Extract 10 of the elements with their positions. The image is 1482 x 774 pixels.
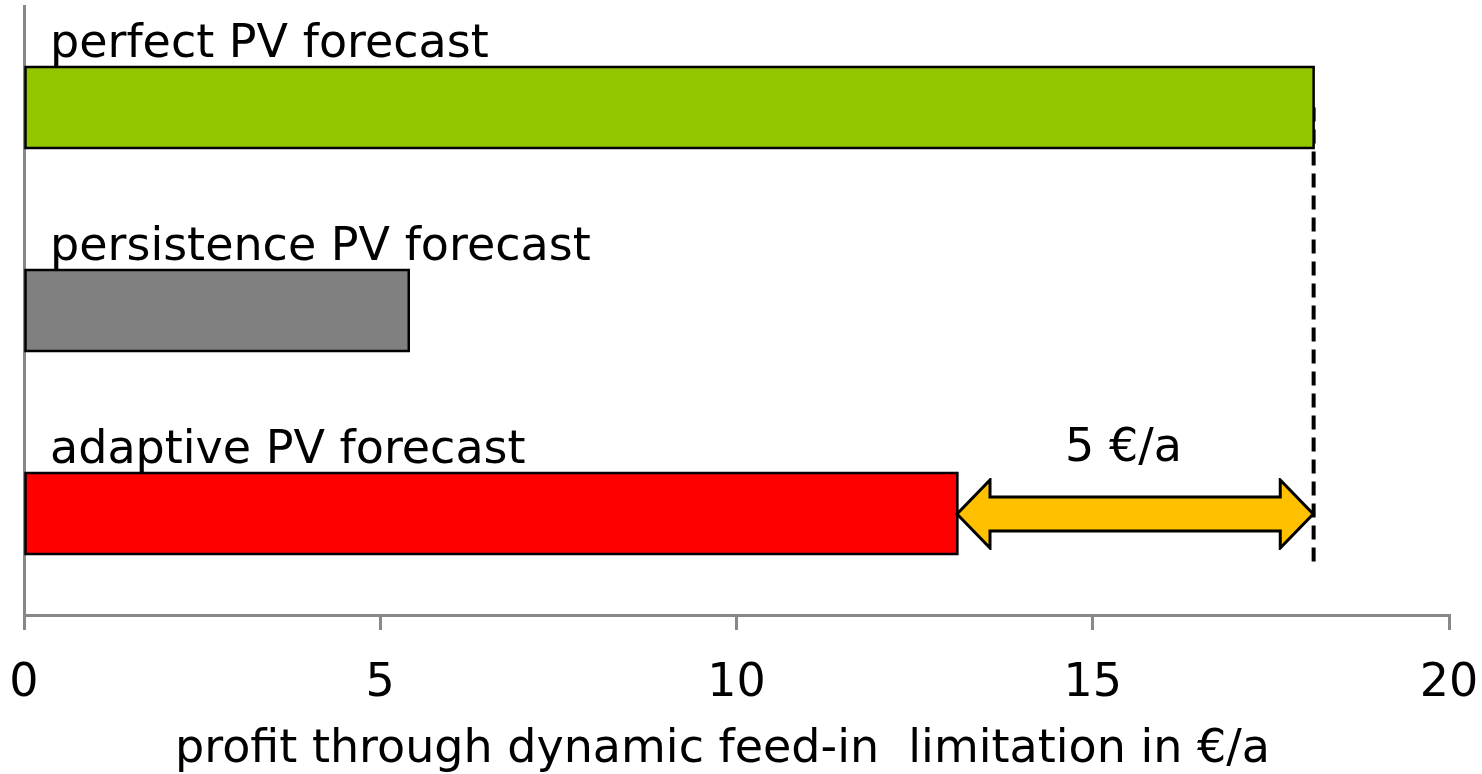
y-tick-label: persistence PV forecast [50,216,591,271]
x-tick-label: 5 [365,652,395,707]
x-tick-label: 0 [9,652,39,707]
y-tick-label: perfect PV forecast [50,13,489,68]
annotation: 5 €/a [1065,417,1182,472]
y-tick-label: adaptive PV forecast [50,419,526,474]
x-tick-label: 15 [1063,652,1123,707]
x-tick-label: 10 [707,652,766,707]
x-tick-label: 20 [1419,652,1479,707]
x-axis-title: profit through dynamic feed-in limitation in €/a [175,719,1270,773]
